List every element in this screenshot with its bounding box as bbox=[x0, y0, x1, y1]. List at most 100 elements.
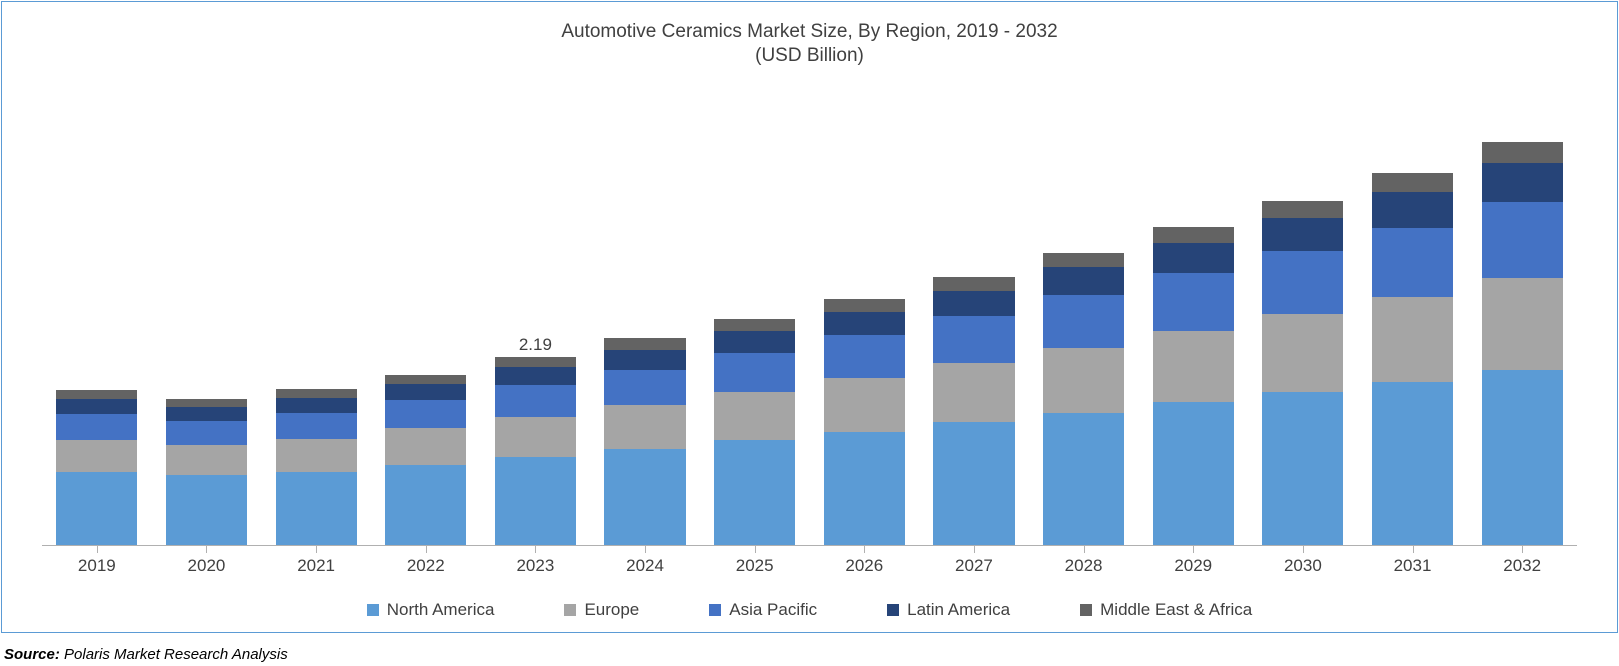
x-tick bbox=[809, 546, 919, 554]
legend-swatch-icon bbox=[1080, 604, 1092, 616]
bar-segment bbox=[1153, 273, 1234, 331]
legend-swatch-icon bbox=[887, 604, 899, 616]
bar-segment bbox=[56, 390, 137, 399]
x-tick bbox=[371, 546, 481, 554]
legend-label: Middle East & Africa bbox=[1100, 600, 1252, 620]
bar-slot bbox=[1029, 84, 1139, 547]
bar-segment bbox=[276, 398, 357, 413]
bar-segment bbox=[385, 375, 466, 385]
bar-segment bbox=[714, 392, 795, 440]
bar-segment bbox=[1482, 278, 1563, 371]
bar-segment bbox=[385, 384, 466, 400]
bar-segment bbox=[495, 385, 576, 417]
x-axis-label: 2019 bbox=[42, 556, 152, 576]
stacked-bar: 2.19 bbox=[495, 357, 576, 546]
bar-segment bbox=[1372, 382, 1453, 546]
bar-slot bbox=[1358, 84, 1468, 547]
x-labels-row: 2019202020212022202320242025202620272028… bbox=[42, 556, 1577, 576]
legend-swatch-icon bbox=[709, 604, 721, 616]
legend-item: North America bbox=[367, 600, 495, 620]
x-tick bbox=[42, 546, 152, 554]
stacked-bar bbox=[276, 389, 357, 546]
stacked-bar bbox=[824, 299, 905, 546]
bar-segment bbox=[1043, 267, 1124, 295]
bar-segment bbox=[933, 291, 1014, 316]
bar-segment bbox=[714, 319, 795, 331]
bar-segment bbox=[56, 414, 137, 440]
bar-segment bbox=[1262, 201, 1343, 218]
x-axis-label: 2029 bbox=[1138, 556, 1248, 576]
bar-segment bbox=[276, 389, 357, 398]
bar-segment bbox=[495, 367, 576, 385]
bar-segment bbox=[1153, 227, 1234, 243]
bar-segment bbox=[824, 378, 905, 432]
legend-label: Latin America bbox=[907, 600, 1010, 620]
x-axis-label: 2025 bbox=[700, 556, 810, 576]
bar-segment bbox=[1482, 370, 1563, 546]
bar-segment bbox=[1043, 348, 1124, 413]
bar-segment bbox=[1482, 202, 1563, 278]
bar-segment bbox=[604, 370, 685, 405]
legend-label: North America bbox=[387, 600, 495, 620]
bar-slot bbox=[1467, 84, 1577, 547]
bar-segment bbox=[1372, 173, 1453, 192]
x-tick bbox=[700, 546, 810, 554]
bar-segment bbox=[56, 472, 137, 546]
bar-segment bbox=[1372, 297, 1453, 382]
x-axis-label: 2021 bbox=[261, 556, 371, 576]
legend-item: Latin America bbox=[887, 600, 1010, 620]
x-axis-label: 2031 bbox=[1358, 556, 1468, 576]
stacked-bar bbox=[714, 319, 795, 546]
legend-swatch-icon bbox=[367, 604, 379, 616]
bar-segment bbox=[166, 421, 247, 445]
stacked-bar bbox=[604, 338, 685, 546]
legend-label: Asia Pacific bbox=[729, 600, 817, 620]
bar-slot: 2.19 bbox=[481, 84, 591, 547]
x-axis-label: 2020 bbox=[152, 556, 262, 576]
bar-slot bbox=[1248, 84, 1358, 547]
bar-segment bbox=[1482, 142, 1563, 163]
x-tick bbox=[919, 546, 1029, 554]
bar-segment bbox=[1262, 314, 1343, 392]
bar-slot bbox=[919, 84, 1029, 547]
bar-segment bbox=[166, 475, 247, 546]
bar-segment bbox=[56, 399, 137, 414]
bar-segment bbox=[1043, 413, 1124, 546]
chart-title-line1: Automotive Ceramics Market Size, By Regi… bbox=[32, 20, 1587, 44]
bar-segment bbox=[714, 353, 795, 392]
bar-segment bbox=[495, 357, 576, 367]
stacked-bar bbox=[1043, 253, 1124, 546]
chart-title-line2: (USD Billion) bbox=[32, 44, 1587, 68]
x-axis-label: 2024 bbox=[590, 556, 700, 576]
bar-segment bbox=[166, 407, 247, 421]
bar-segment bbox=[1262, 392, 1343, 546]
bar-segment bbox=[1153, 402, 1234, 546]
x-tick bbox=[152, 546, 262, 554]
legend-label: Europe bbox=[584, 600, 639, 620]
bar-segment bbox=[1153, 331, 1234, 402]
source-label: Source: bbox=[4, 646, 64, 663]
bar-segment bbox=[1262, 218, 1343, 251]
bar-segment bbox=[604, 405, 685, 449]
x-tick bbox=[590, 546, 700, 554]
plot-area: 2.19 bbox=[42, 84, 1577, 547]
x-tick bbox=[1029, 546, 1139, 554]
bar-data-label: 2.19 bbox=[519, 335, 552, 355]
bar-segment bbox=[1482, 163, 1563, 202]
bar-segment bbox=[1372, 228, 1453, 297]
legend: North America Europe Asia Pacific Latin Ame… bbox=[32, 600, 1587, 620]
bar-segment bbox=[714, 440, 795, 546]
bar-segment bbox=[1043, 253, 1124, 268]
stacked-bar bbox=[1153, 227, 1234, 546]
source-line: Source: Polaris Market Research Analysis bbox=[4, 646, 288, 663]
stacked-bar bbox=[933, 277, 1014, 546]
x-axis-label: 2023 bbox=[481, 556, 591, 576]
bar-segment bbox=[1262, 251, 1343, 314]
legend-item: Asia Pacific bbox=[709, 600, 817, 620]
bar-segment bbox=[385, 465, 466, 546]
stacked-bar bbox=[385, 375, 466, 546]
bar-segment bbox=[824, 299, 905, 312]
bar-segment bbox=[56, 440, 137, 472]
bar-slot bbox=[42, 84, 152, 547]
bar-segment bbox=[276, 413, 357, 439]
